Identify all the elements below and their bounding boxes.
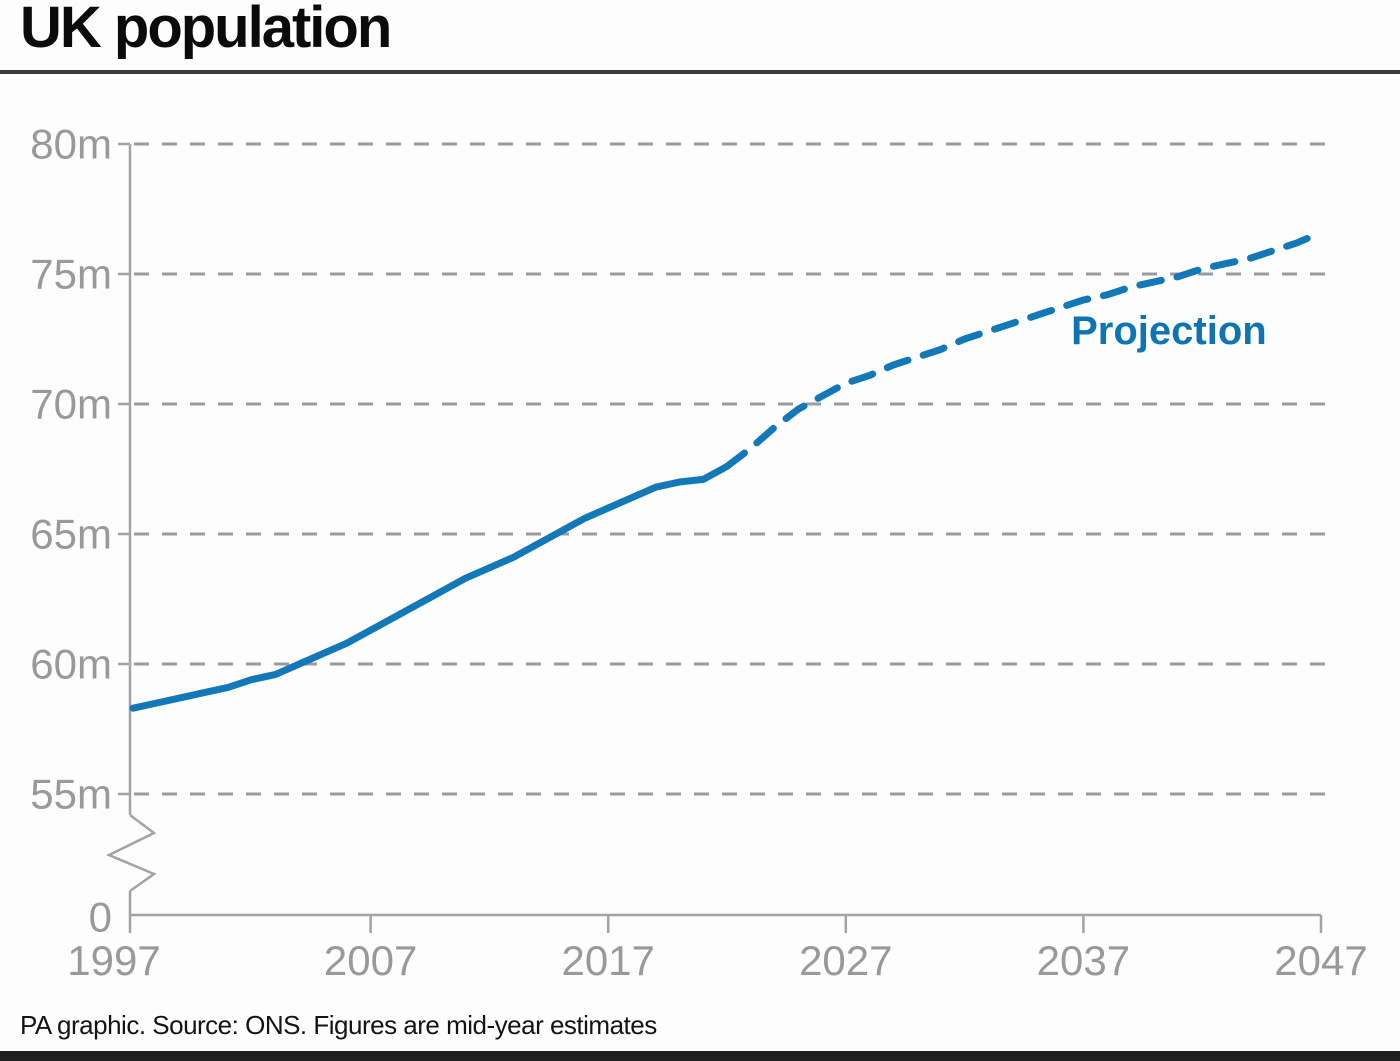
y-tick-label-60m: 60m xyxy=(30,641,112,688)
x-tick-label-2037: 2037 xyxy=(1037,937,1130,984)
projection-line xyxy=(723,228,1325,470)
source-note: PA graphic. Source: ONS. Figures are mid… xyxy=(20,1010,657,1040)
y-zero-label: 0 xyxy=(89,894,112,941)
y-tick-label-75m: 75m xyxy=(30,251,112,298)
y-tick-label-65m: 65m xyxy=(30,511,112,558)
title-divider-rule xyxy=(0,70,1400,74)
estimates-line xyxy=(129,462,731,712)
x-tick-label-2027: 2027 xyxy=(799,937,892,984)
y-tick-label-55m: 55m xyxy=(30,771,112,818)
x-tick-label-2047: 2047 xyxy=(1274,937,1367,984)
chart-title: UK population xyxy=(20,0,392,60)
bottom-bar xyxy=(0,1051,1400,1061)
axis-break-zigzag-icon xyxy=(105,814,157,893)
x-tick-label-1997: 1997 xyxy=(67,937,160,984)
y-tick-label-80m: 80m xyxy=(30,121,112,168)
x-tick-label-2007: 2007 xyxy=(324,937,417,984)
x-tick-label-2017: 2017 xyxy=(561,937,654,984)
projection-label: Projection xyxy=(1071,309,1267,353)
y-tick-label-70m: 70m xyxy=(30,381,112,428)
